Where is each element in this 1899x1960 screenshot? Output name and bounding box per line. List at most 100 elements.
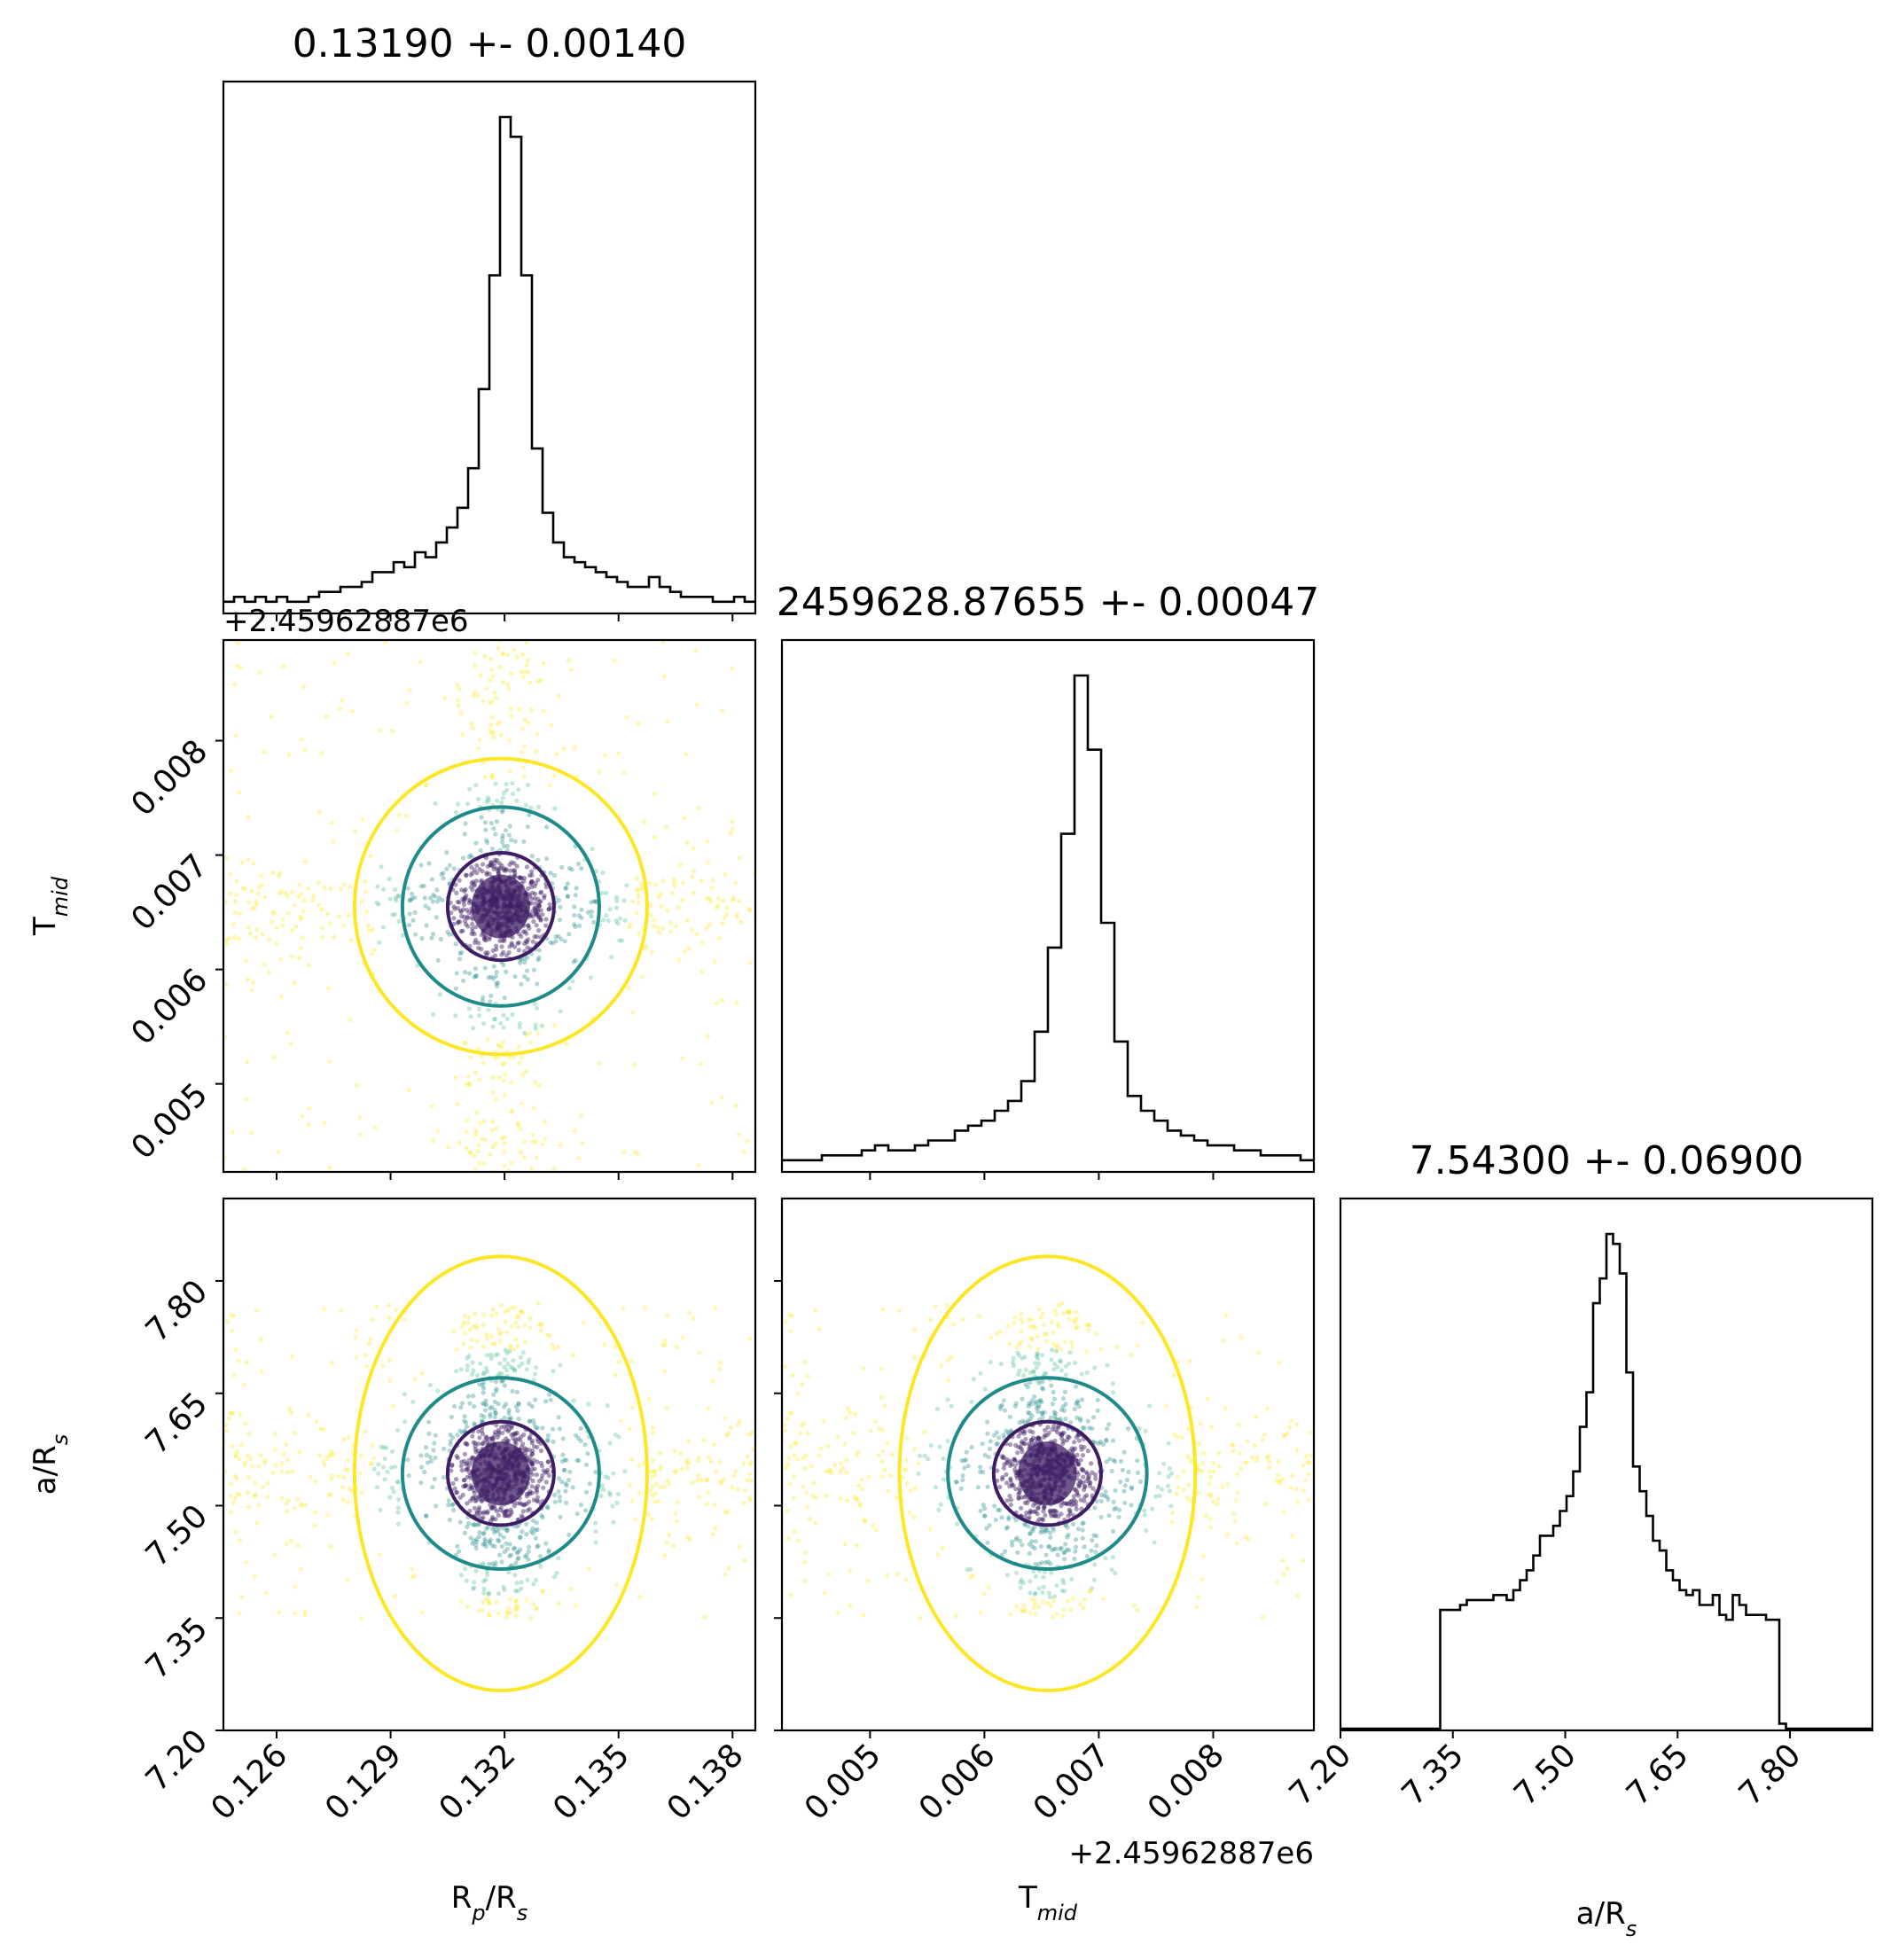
scatter-point: [796, 1538, 801, 1543]
panel-frame: [780, 1197, 1316, 1732]
scatter-point: [488, 722, 494, 728]
scatter-point: [278, 994, 284, 1000]
scatter-point: [233, 733, 238, 738]
scatter-point: [1103, 1489, 1108, 1495]
scatter-point: [894, 1495, 899, 1500]
scatter-point: [1129, 1353, 1134, 1358]
scatter-point: [336, 914, 341, 919]
scatter-point: [524, 662, 529, 668]
scatter-point: [1266, 1454, 1271, 1459]
scatter-point: [490, 772, 496, 777]
scatter-point: [469, 721, 474, 726]
scatter-point: [1027, 1401, 1032, 1406]
scatter-point: [1052, 1508, 1058, 1513]
scatter-point: [785, 1508, 791, 1514]
scatter-point: [340, 1497, 346, 1503]
scatter-point: [484, 1353, 490, 1358]
scatter-point: [525, 955, 530, 960]
scatter-point: [477, 1530, 482, 1535]
scatter-point: [483, 1331, 489, 1337]
scatter-point: [252, 906, 257, 911]
scatter-point: [690, 927, 695, 933]
scatter-point: [312, 1523, 317, 1528]
scatter-point: [541, 1468, 546, 1473]
x-tick-label: 0.132: [433, 1737, 523, 1827]
scatter-point: [1021, 1603, 1027, 1609]
scatter-point: [494, 1126, 500, 1131]
scatter-point: [1070, 1596, 1075, 1601]
scatter-point: [817, 1453, 822, 1458]
scatter-point: [1020, 1320, 1025, 1325]
scatter-point: [601, 1487, 606, 1492]
scatter-point: [813, 1520, 818, 1526]
scatter-point: [1176, 1485, 1181, 1490]
scatter-point: [1035, 1351, 1040, 1356]
scatter-point: [252, 1573, 257, 1579]
scatter-point: [364, 1363, 370, 1369]
scatter-point: [561, 746, 567, 752]
scatter-point: [488, 974, 494, 980]
scatter-point: [500, 1040, 506, 1045]
scatter-point: [308, 1474, 313, 1480]
scatter-point: [510, 1388, 515, 1394]
scatter-point: [536, 1082, 543, 1088]
scatter-point: [312, 1479, 317, 1484]
xlabel-tmid: Tmid: [1018, 1880, 1078, 1925]
scatter-point: [1023, 1436, 1028, 1441]
scatter-point: [245, 857, 250, 863]
scatter-point: [1035, 1435, 1041, 1441]
scatter-point: [454, 890, 459, 896]
scatter-point: [442, 1446, 447, 1451]
scatter-point: [488, 1152, 493, 1157]
scatter-point: [1048, 1561, 1053, 1566]
scatter-point: [464, 922, 469, 927]
scatter-point: [649, 949, 655, 956]
scatter-point: [504, 969, 509, 974]
scatter-point: [286, 752, 292, 757]
scatter-point: [427, 1455, 433, 1460]
scatter-point: [467, 1508, 473, 1513]
scatter-point: [747, 960, 754, 965]
scatter-point: [404, 700, 410, 707]
scatter-point: [496, 869, 501, 874]
scatter-point: [530, 1461, 535, 1466]
scatter-point: [1267, 1458, 1272, 1464]
scatter-point: [472, 1580, 477, 1585]
scatter-point: [517, 707, 522, 712]
scatter-point: [477, 1496, 482, 1502]
scatter-point: [1015, 1450, 1020, 1456]
scatter-point: [539, 1464, 545, 1469]
scatter-point: [1047, 1544, 1052, 1550]
scatter-point: [1169, 1519, 1175, 1525]
scatter-point: [528, 1529, 534, 1534]
scatter-point: [572, 922, 577, 927]
scatter-point: [886, 1488, 891, 1494]
scatter-point: [518, 1534, 523, 1540]
scatter-point: [488, 1505, 494, 1511]
scatter-point: [465, 914, 470, 919]
scatter-point: [270, 871, 276, 876]
scatter-point: [231, 1410, 236, 1416]
scatter-point: [236, 1358, 241, 1363]
scatter-point: [476, 1143, 481, 1148]
scatter-point: [1209, 1425, 1215, 1430]
scatter-point: [233, 1454, 238, 1459]
scatter-point: [455, 905, 461, 911]
scatter-point: [1277, 1360, 1282, 1365]
scatter-point: [1232, 1519, 1238, 1524]
scatter-point: [371, 1466, 377, 1472]
scatter-point: [1208, 1474, 1214, 1480]
scatter-point: [503, 1072, 508, 1077]
scatter-point: [480, 1431, 486, 1437]
scatter-point: [262, 894, 268, 900]
scatter-point: [988, 1439, 993, 1444]
scatter-point: [504, 1526, 510, 1531]
scatter-point: [530, 939, 535, 944]
scatter-point: [560, 1452, 566, 1457]
scatter-point: [392, 1464, 398, 1470]
scatter-point: [467, 1327, 473, 1332]
scatter-point: [465, 1524, 470, 1529]
scatter-point: [1028, 1590, 1033, 1596]
scatter-point: [454, 1347, 459, 1353]
scatter-point: [546, 1392, 552, 1397]
